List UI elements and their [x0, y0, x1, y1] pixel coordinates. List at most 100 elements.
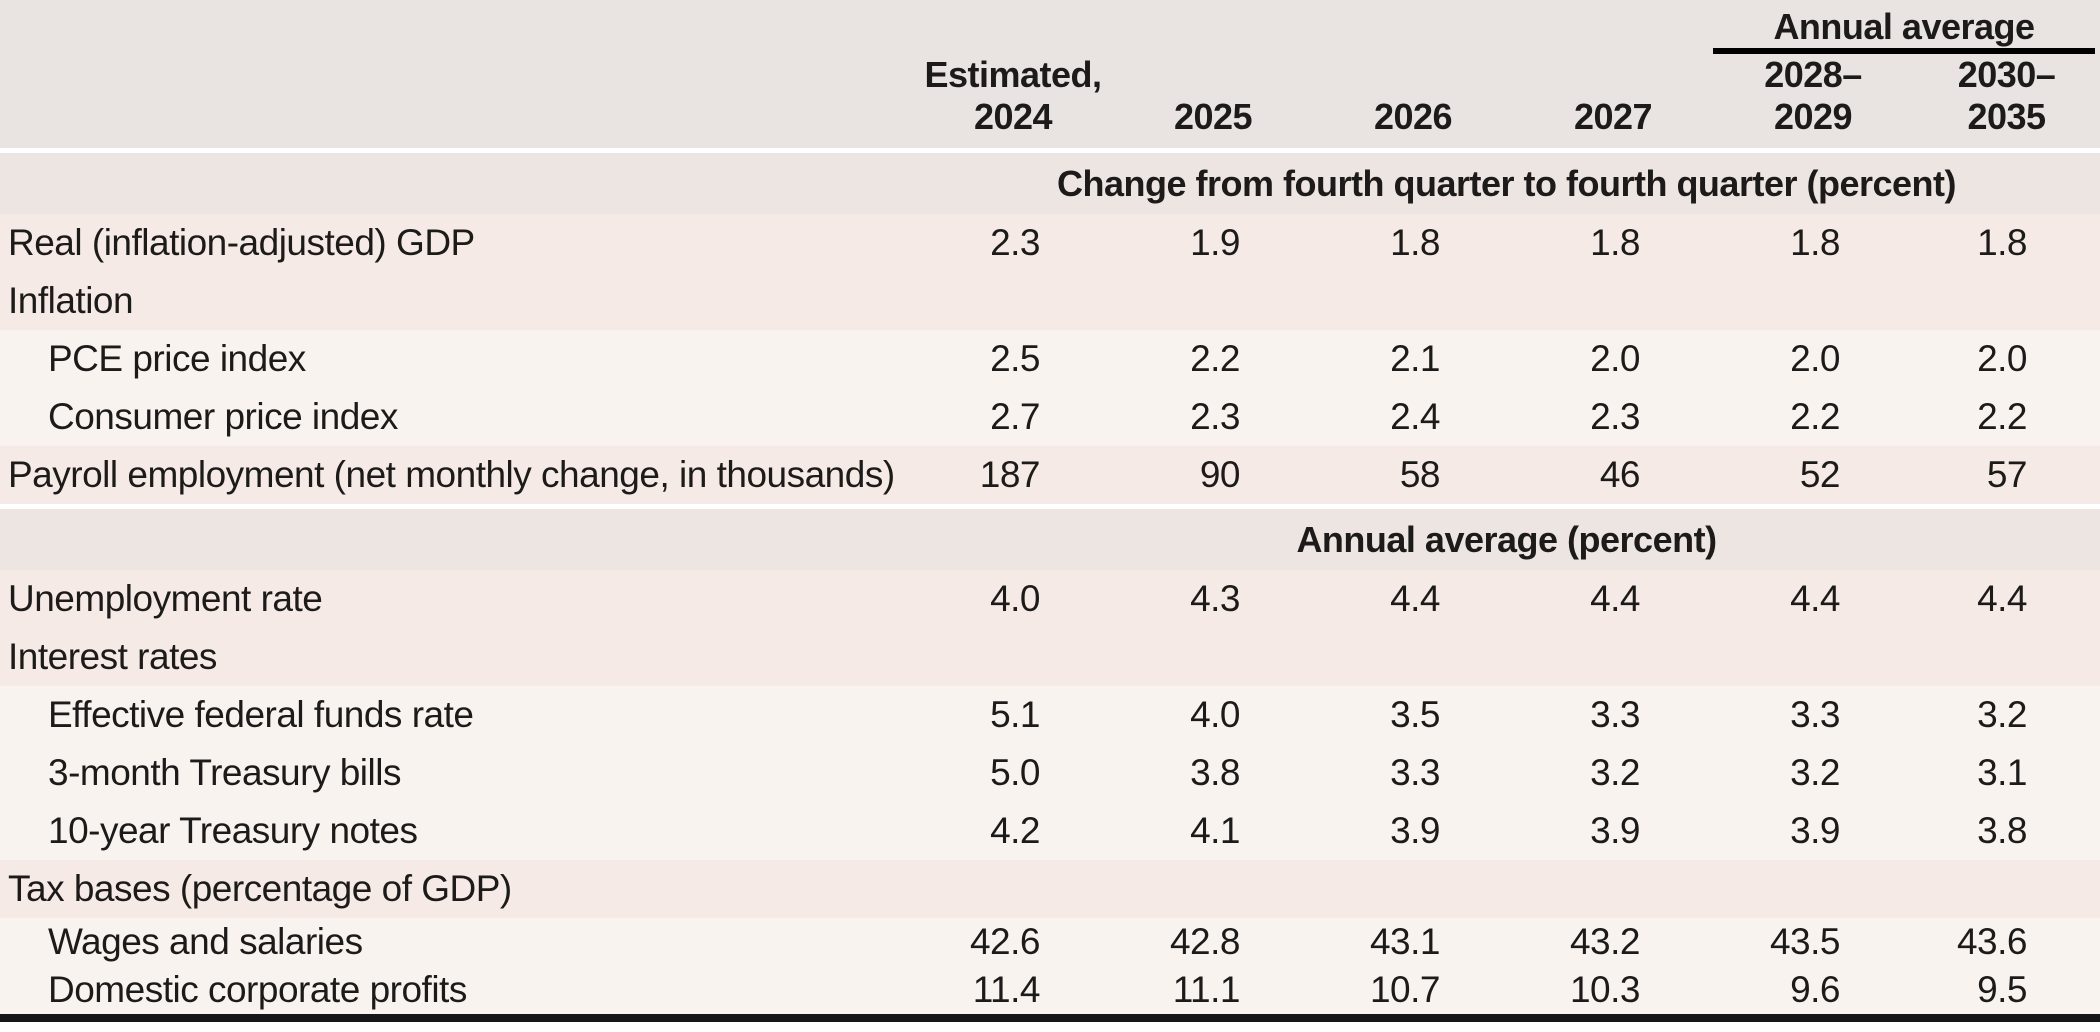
section-band: Change from fourth quarter to fourth qua… — [0, 153, 2100, 214]
row-group: Unemployment rate 4.0 4.3 4.4 4.4 4.4 4.… — [0, 570, 2100, 686]
column-header-line1: Estimated, — [924, 54, 1102, 95]
value-cell: 2.2 — [1977, 396, 2027, 437]
value-cell: 3.9 — [1790, 810, 1840, 851]
column-header-line2: 2025 — [1173, 96, 1253, 137]
table-row: Wages and salaries 42.6 42.8 43.1 43.2 4… — [0, 918, 2100, 966]
value-cell: 42.8 — [1169, 921, 1241, 962]
table-bottom-rule — [0, 1014, 2100, 1022]
value-cell: 1.8 — [1390, 222, 1440, 263]
annual-average-spanner: Annual average — [1713, 0, 2095, 54]
value-cell: 52 — [1799, 454, 1841, 495]
value-cell: 187 — [979, 454, 1041, 495]
column-header-2030-2035: 2030– 2035 — [1913, 54, 2100, 148]
table-row: 3-month Treasury bills 5.0 3.8 3.3 3.2 3… — [0, 744, 2100, 802]
row-group: PCE price index 2.5 2.2 2.1 2.0 2.0 2.0 … — [0, 330, 2100, 446]
value-cell: 4.1 — [1190, 810, 1240, 851]
value-cell: 2.2 — [1790, 396, 1840, 437]
value-cell: 43.1 — [1369, 921, 1441, 962]
value-cell: 2.0 — [1590, 338, 1640, 379]
value-cell: 3.8 — [1190, 752, 1240, 793]
value-cell: 10.7 — [1369, 969, 1441, 1010]
table-row: Unemployment rate 4.0 4.3 4.4 4.4 4.4 4.… — [0, 570, 2100, 628]
value-cell: 3.5 — [1390, 694, 1440, 735]
column-header-line2: 2026 — [1373, 96, 1453, 137]
value-cell: 1.8 — [1790, 222, 1840, 263]
row-group: Real (inflation-adjusted) GDP 2.3 1.9 1.… — [0, 214, 2100, 330]
value-cell: 5.0 — [990, 752, 1040, 793]
row-label: 3-month Treasury bills — [48, 752, 401, 793]
value-cell: 4.2 — [990, 810, 1040, 851]
table-row: Interest rates — [0, 628, 2100, 686]
table-row: Real (inflation-adjusted) GDP 2.3 1.9 1.… — [0, 214, 2100, 272]
row-label: 10-year Treasury notes — [48, 810, 418, 851]
column-header-line2: 2027 — [1573, 96, 1653, 137]
value-cell: 2.3 — [1190, 396, 1240, 437]
value-cell: 1.8 — [1590, 222, 1640, 263]
table-header: Annual average Estimated, 2024 2025 2026… — [0, 0, 2100, 148]
value-cell: 3.3 — [1790, 694, 1840, 735]
table-row: Inflation — [0, 272, 2100, 330]
table-row: Domestic corporate profits 11.4 11.1 10.… — [0, 966, 2100, 1014]
value-cell: 3.8 — [1977, 810, 2027, 851]
value-cell: 1.8 — [1977, 222, 2027, 263]
table-row: 10-year Treasury notes 4.2 4.1 3.9 3.9 3… — [0, 802, 2100, 860]
value-cell: 57 — [1986, 454, 2028, 495]
value-cell: 43.6 — [1956, 921, 2028, 962]
table-row: Payroll employment (net monthly change, … — [0, 446, 2100, 504]
value-cell: 4.4 — [1977, 578, 2027, 619]
value-cell: 1.9 — [1190, 222, 1240, 263]
value-cell: 2.3 — [990, 222, 1040, 263]
row-label: Tax bases (percentage of GDP) — [8, 868, 512, 909]
value-cell: 4.0 — [990, 578, 1040, 619]
row-group: Wages and salaries 42.6 42.8 43.1 43.2 4… — [0, 918, 2100, 1014]
column-header-line1: 2030– — [1957, 54, 2056, 95]
row-label: Consumer price index — [48, 396, 398, 437]
value-cell: 4.0 — [1190, 694, 1240, 735]
value-cell: 3.2 — [1977, 694, 2027, 735]
value-cell: 9.6 — [1790, 969, 1840, 1010]
table-row: Tax bases (percentage of GDP) — [0, 860, 2100, 918]
value-cell: 4.4 — [1590, 578, 1640, 619]
value-cell: 42.6 — [969, 921, 1041, 962]
value-cell: 2.0 — [1790, 338, 1840, 379]
row-group: Effective federal funds rate 5.1 4.0 3.5… — [0, 686, 2100, 860]
row-group: Tax bases (percentage of GDP) — [0, 860, 2100, 918]
value-cell: 43.5 — [1769, 921, 1841, 962]
annual-average-label: Annual average — [1773, 6, 2035, 47]
value-cell: 4.4 — [1390, 578, 1440, 619]
value-cell: 3.2 — [1590, 752, 1640, 793]
column-header-2028-2029: 2028– 2029 — [1713, 54, 1913, 148]
value-cell: 3.3 — [1590, 694, 1640, 735]
value-cell: 2.7 — [990, 396, 1040, 437]
section-header: Change from fourth quarter to fourth qua… — [1057, 162, 1957, 204]
table-row: Effective federal funds rate 5.1 4.0 3.5… — [0, 686, 2100, 744]
value-cell: 2.2 — [1190, 338, 1240, 379]
value-cell: 11.4 — [972, 969, 1041, 1010]
column-header-line2: 2024 — [973, 96, 1053, 137]
row-label: Wages and salaries — [48, 921, 363, 962]
value-cell: 46 — [1599, 454, 1641, 495]
value-cell: 4.3 — [1190, 578, 1240, 619]
column-header-line2: 2035 — [1967, 96, 2046, 137]
section-header: Annual average (percent) — [1296, 518, 1717, 560]
row-label: PCE price index — [48, 338, 306, 379]
column-header-2027: 2027 — [1513, 54, 1713, 148]
value-cell: 3.1 — [1977, 752, 2027, 793]
value-cell: 2.4 — [1390, 396, 1440, 437]
row-label: Unemployment rate — [8, 578, 323, 619]
column-header-2026: 2026 — [1313, 54, 1513, 148]
value-cell: 2.1 — [1390, 338, 1440, 379]
value-cell: 43.2 — [1569, 921, 1641, 962]
column-header-line2: 2029 — [1773, 96, 1853, 137]
row-label: Effective federal funds rate — [48, 694, 474, 735]
column-header-line1: 2028– — [1764, 54, 1862, 95]
table-row: PCE price index 2.5 2.2 2.1 2.0 2.0 2.0 — [0, 330, 2100, 388]
value-cell: 11.1 — [1172, 969, 1241, 1010]
row-group: Payroll employment (net monthly change, … — [0, 446, 2100, 504]
value-cell: 3.9 — [1590, 810, 1640, 851]
value-cell: 2.0 — [1977, 338, 2027, 379]
value-cell: 4.4 — [1790, 578, 1840, 619]
value-cell: 5.1 — [990, 694, 1040, 735]
row-label: Real (inflation-adjusted) GDP — [8, 222, 475, 263]
